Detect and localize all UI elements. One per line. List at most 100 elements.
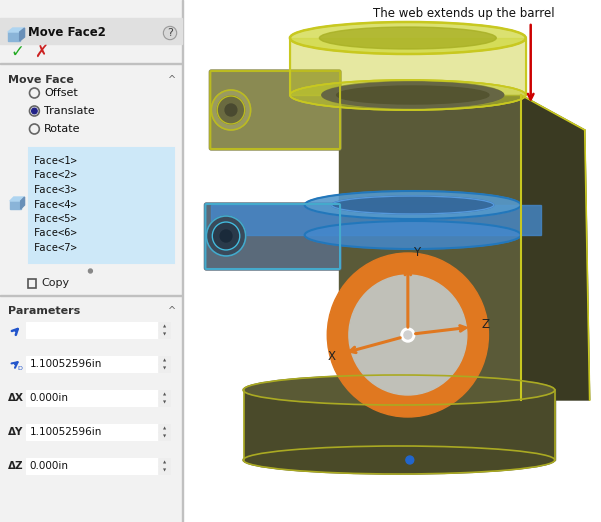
Polygon shape [20,197,25,209]
Text: The web extends up the barrel: The web extends up the barrel [373,7,555,20]
Text: Move Face: Move Face [8,75,73,85]
Text: ▼: ▼ [162,435,166,439]
Text: Move Face2: Move Face2 [28,27,105,40]
Bar [29,148,174,263]
Text: ✓: ✓ [11,43,25,61]
Bar [158,432,170,440]
Text: Face<5>: Face<5> [34,214,77,224]
Bar [26,458,158,474]
Text: Face<6>: Face<6> [34,229,77,239]
Bar [26,424,158,440]
Circle shape [401,328,415,342]
Text: ▲: ▲ [162,393,166,397]
Circle shape [404,331,412,339]
Text: ▲: ▲ [162,325,166,329]
Circle shape [349,275,467,395]
Text: Copy: Copy [41,278,69,288]
Text: ▼: ▼ [162,469,166,473]
Polygon shape [8,28,25,32]
Text: ^: ^ [168,306,176,316]
Bar [0,18,182,44]
Text: Parameters: Parameters [8,306,80,316]
Text: Face<7>: Face<7> [34,243,77,253]
Bar [182,0,183,522]
Circle shape [212,90,251,130]
Text: ▲: ▲ [162,359,166,363]
Text: ΔZ: ΔZ [8,461,23,471]
Bar [158,364,170,372]
Bar [158,398,170,406]
Bar [26,322,158,338]
Polygon shape [20,28,25,41]
Ellipse shape [243,375,555,405]
Bar [183,0,591,522]
Bar [0,295,182,296]
Text: 0.000in: 0.000in [29,393,69,403]
Ellipse shape [322,81,504,109]
Circle shape [212,222,240,250]
Bar [158,330,170,338]
Bar [158,458,170,466]
Ellipse shape [290,80,526,110]
Bar [212,205,540,235]
Ellipse shape [319,27,496,49]
Ellipse shape [305,221,521,249]
FancyBboxPatch shape [204,203,341,270]
Bar [0,63,182,64]
Wedge shape [328,253,489,417]
Polygon shape [10,197,25,201]
Polygon shape [521,95,590,400]
Text: 1.10052596in: 1.10052596in [29,427,102,437]
Circle shape [88,269,93,273]
Circle shape [206,216,246,256]
Ellipse shape [322,82,504,108]
Bar [158,424,170,432]
Text: ^: ^ [168,75,176,85]
Circle shape [406,456,413,464]
Ellipse shape [305,191,521,219]
Text: ΔY: ΔY [8,427,23,437]
Circle shape [32,108,37,114]
Text: Face<1>: Face<1> [34,156,77,166]
Text: ▼: ▼ [162,401,166,405]
Bar [28,279,37,288]
Ellipse shape [243,446,555,474]
Bar [158,390,170,398]
Ellipse shape [332,196,494,214]
FancyBboxPatch shape [209,70,341,150]
Ellipse shape [341,85,484,105]
Text: Z: Z [481,318,490,331]
Text: ▼: ▼ [162,333,166,337]
Text: Rotate: Rotate [44,124,81,134]
Text: ▲: ▲ [162,461,166,465]
Bar [244,390,555,460]
Text: ΔX: ΔX [8,393,23,403]
Bar [290,38,526,95]
Bar [158,466,170,474]
Text: Face<2>: Face<2> [34,171,77,181]
Text: ▼: ▼ [162,367,166,371]
Bar [8,32,20,41]
Circle shape [220,230,232,242]
Circle shape [225,104,237,116]
Bar [0,0,182,522]
Text: ✗: ✗ [34,43,48,61]
Bar [26,356,158,372]
Text: Face<4>: Face<4> [34,199,77,209]
Text: D: D [17,366,22,372]
Text: ▲: ▲ [162,427,166,431]
Text: Translate: Translate [44,106,95,116]
Ellipse shape [337,86,489,104]
Text: Face<3>: Face<3> [34,185,77,195]
Bar [158,356,170,364]
Ellipse shape [290,22,526,54]
Text: 1.10052596in: 1.10052596in [29,359,102,369]
Text: X: X [328,350,335,363]
Text: ?: ? [167,28,173,38]
Text: Offset: Offset [44,88,78,98]
Text: 0.000in: 0.000in [29,461,69,471]
Circle shape [217,96,245,124]
Bar [158,322,170,330]
Bar [26,390,158,406]
Text: Y: Y [413,246,420,259]
